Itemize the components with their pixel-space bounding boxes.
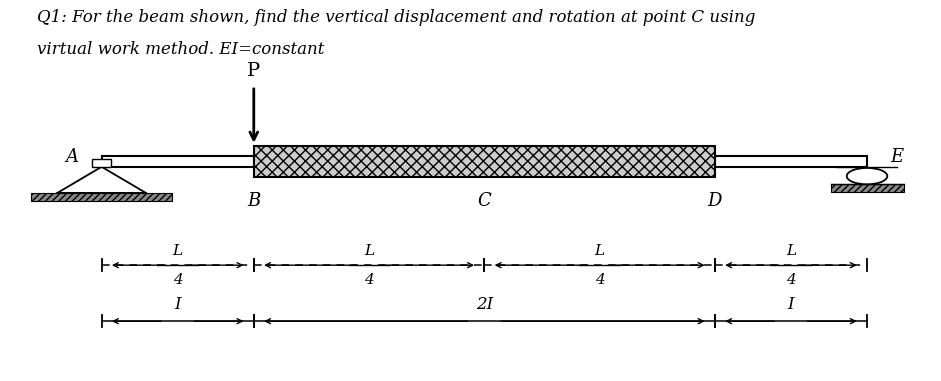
Polygon shape — [831, 184, 903, 192]
Text: 4: 4 — [364, 273, 374, 287]
Text: 2I: 2I — [476, 296, 493, 313]
Text: B: B — [247, 192, 261, 210]
Text: virtual work method. EI=constant: virtual work method. EI=constant — [37, 41, 325, 58]
Text: Q1: For the beam shown, find the vertical displacement and rotation at point C u: Q1: For the beam shown, find the vertica… — [37, 10, 756, 26]
Text: A: A — [66, 148, 79, 166]
Text: D: D — [708, 192, 722, 210]
Polygon shape — [254, 146, 715, 178]
Text: P: P — [247, 62, 261, 80]
Text: L: L — [786, 244, 796, 258]
Polygon shape — [92, 158, 111, 167]
Text: 4: 4 — [173, 273, 183, 287]
Polygon shape — [57, 167, 146, 193]
Circle shape — [847, 168, 887, 184]
Polygon shape — [31, 193, 172, 201]
Polygon shape — [102, 156, 254, 167]
Text: I: I — [174, 296, 181, 313]
Text: L: L — [595, 244, 605, 258]
Text: L: L — [172, 244, 183, 258]
Text: 4: 4 — [595, 273, 604, 287]
Polygon shape — [715, 156, 867, 167]
Text: L: L — [364, 244, 375, 258]
Text: E: E — [890, 148, 903, 166]
Text: I: I — [788, 296, 794, 313]
Text: C: C — [477, 192, 491, 210]
Text: 4: 4 — [786, 273, 796, 287]
